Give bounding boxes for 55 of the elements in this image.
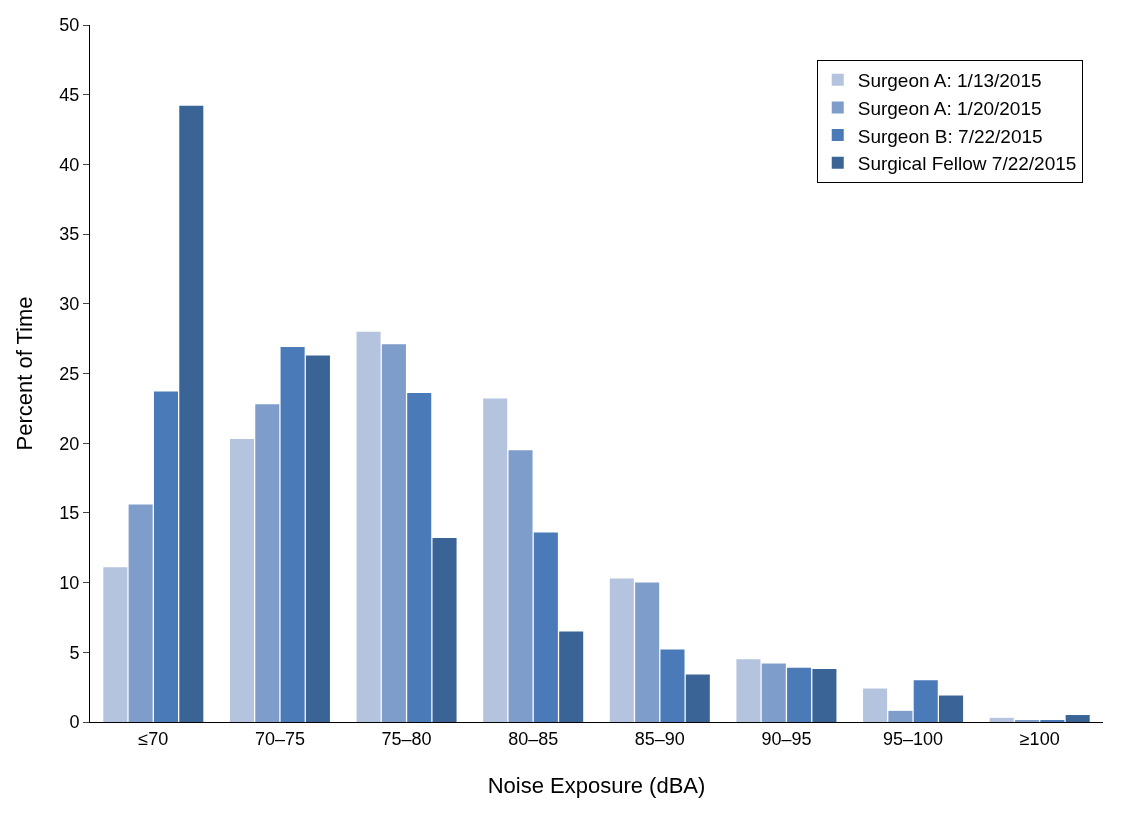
bar <box>635 582 660 722</box>
x-tick-label: 75–80 <box>381 728 432 749</box>
bar <box>407 393 432 722</box>
x-tick-label: ≤70 <box>138 728 169 749</box>
x-tick-label: 95–100 <box>883 728 944 749</box>
x-tick-label: 70–75 <box>254 728 305 749</box>
y-tick-label: 15 <box>59 503 80 524</box>
y-tick-label: 30 <box>59 294 80 315</box>
x-axis-title: Noise Exposure (dBA) <box>487 773 706 799</box>
x-tick-label: 90–95 <box>761 728 812 749</box>
y-tick-label: 45 <box>59 85 80 105</box>
bar <box>863 688 888 722</box>
x-tick-label: 85–90 <box>634 728 685 749</box>
bar <box>280 347 305 722</box>
bar <box>483 398 508 722</box>
y-axis-title: Percent of Time <box>12 296 38 451</box>
bar <box>229 439 254 722</box>
legend-label: Surgical Fellow 7/22/2015 <box>857 153 1077 175</box>
bar <box>559 631 584 722</box>
legend-label: Surgeon B: 7/22/2015 <box>857 125 1043 147</box>
bar <box>888 710 913 722</box>
bar <box>153 391 178 722</box>
bar <box>787 667 812 722</box>
bar <box>736 659 761 722</box>
y-tick-label: 0 <box>69 712 80 733</box>
bar <box>812 669 837 722</box>
bar <box>179 105 204 722</box>
bar <box>128 504 153 722</box>
y-tick-label: 50 <box>59 15 80 36</box>
y-tick-label: 10 <box>59 572 80 593</box>
bar <box>508 450 533 722</box>
bar <box>1065 715 1090 722</box>
bar <box>305 355 330 722</box>
x-tick-label: ≥100 <box>1019 728 1060 749</box>
y-tick-label: 40 <box>59 154 80 175</box>
x-tick-label: 80–85 <box>508 728 559 749</box>
bar <box>660 649 685 722</box>
y-tick-label: 25 <box>59 363 80 384</box>
bar <box>432 537 457 722</box>
bar <box>609 578 634 722</box>
bar <box>356 331 381 722</box>
bar <box>381 344 406 722</box>
bar <box>103 567 128 722</box>
y-tick-label: 20 <box>59 433 80 454</box>
bar <box>533 532 558 722</box>
bar <box>255 404 280 722</box>
bar <box>685 674 710 722</box>
bar <box>989 717 1014 722</box>
bar <box>939 695 964 722</box>
y-tick-label: 35 <box>59 224 80 245</box>
bar <box>913 680 938 722</box>
y-tick-label: 5 <box>69 642 80 663</box>
legend-label: Surgeon A: 1/20/2015 <box>857 97 1042 119</box>
legend-label: Surgeon A: 1/13/2015 <box>857 70 1042 92</box>
bar <box>761 663 786 722</box>
